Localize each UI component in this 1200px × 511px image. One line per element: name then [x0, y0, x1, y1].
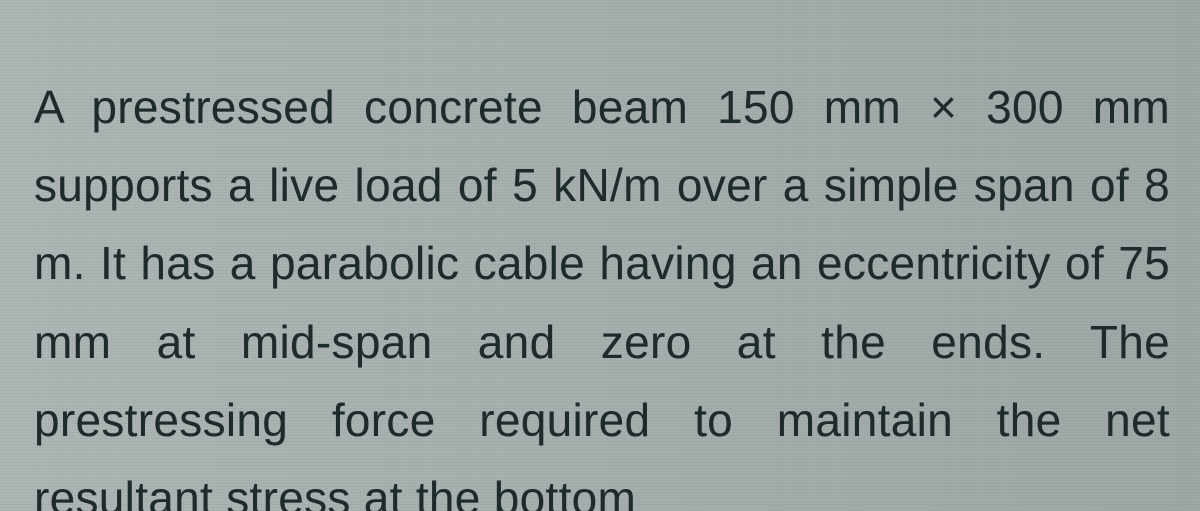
page: A prestressed concrete beam 150 mm × 300…: [0, 0, 1200, 511]
problem-text: A prestressed concrete beam 150 mm × 300…: [34, 68, 1170, 511]
